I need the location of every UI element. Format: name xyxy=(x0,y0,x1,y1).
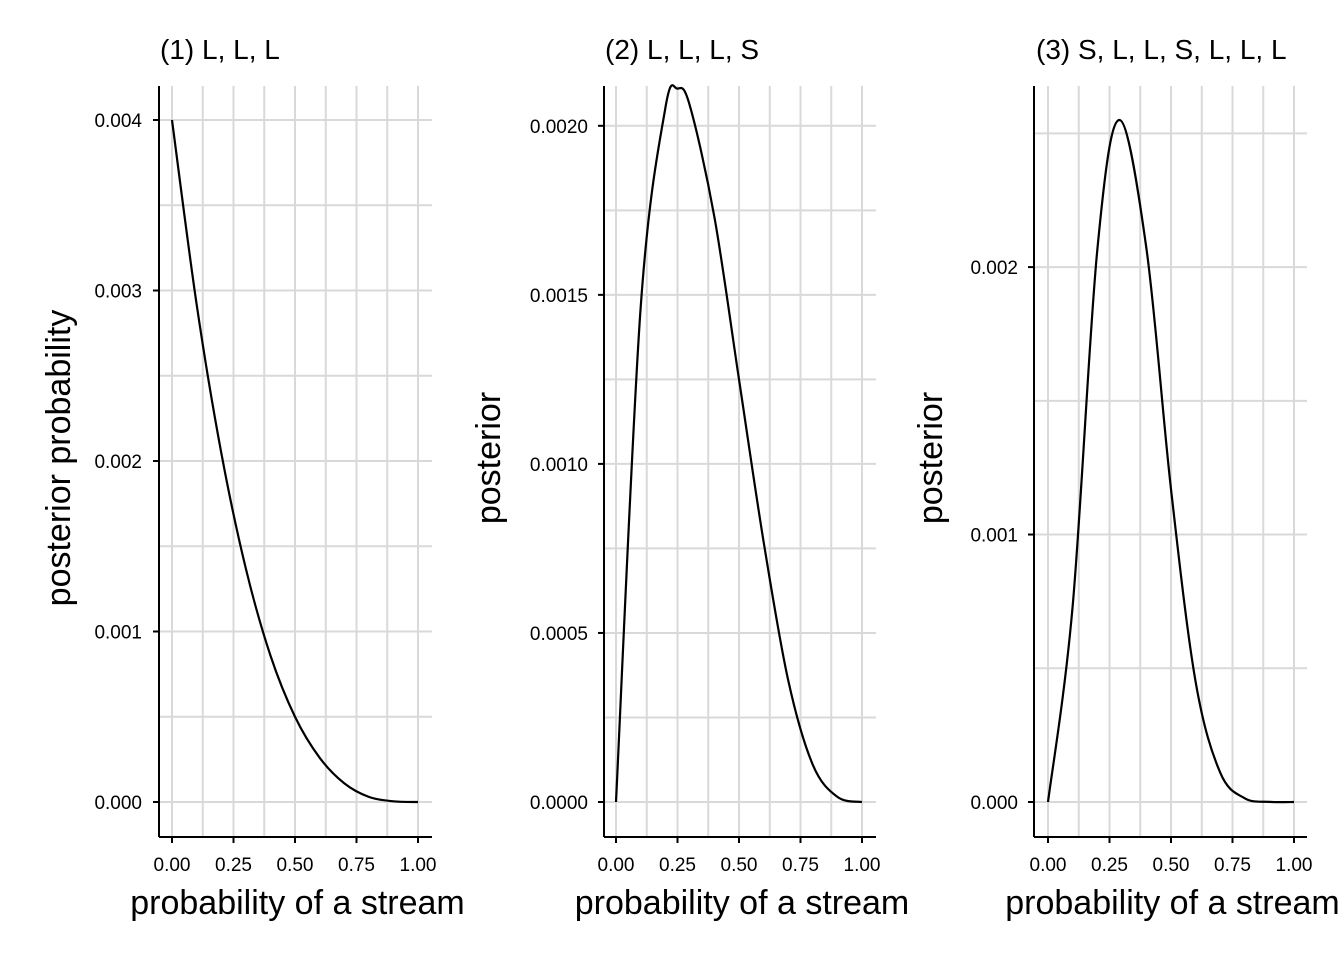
x-tick-label: 0.50 xyxy=(721,855,758,876)
chart-panel-1: 0.00 0.25 0.50 0.75 1.00 0.000 0.001 0.002 0.003… xyxy=(40,34,465,922)
x-tick-label: 0.00 xyxy=(598,855,635,876)
x-tick-label: 1.00 xyxy=(1276,855,1313,876)
panel-title: (1) L, L, L xyxy=(160,34,280,65)
posterior-curve xyxy=(170,119,419,804)
x-tick-label: 0.75 xyxy=(338,855,375,876)
y-tick-label: 0.000 xyxy=(970,793,1018,814)
y-tick-label: 0.002 xyxy=(970,258,1018,279)
x-tick-label: 0.25 xyxy=(1091,855,1128,876)
panel-title: (2) L, L, L, S xyxy=(605,34,759,65)
x-axis-title: probability of a stream xyxy=(575,884,910,922)
x-tick-label: 1.00 xyxy=(844,855,881,876)
x-axis-title: probability of a stream xyxy=(1005,884,1340,922)
y-tick-label: 0.0020 xyxy=(530,117,588,138)
y-axis-title: posterior xyxy=(470,392,508,524)
y-tick-label: 0.0015 xyxy=(530,286,588,307)
y-tick-label: 0.0010 xyxy=(530,455,588,476)
posterior-curve xyxy=(614,84,863,804)
y-tick-label: 0.001 xyxy=(970,526,1018,547)
x-tick-label: 0.50 xyxy=(1153,855,1190,876)
chart-panel-3: 0.00 0.25 0.50 0.75 1.00 0.000 0.001 0.002 (3) S… xyxy=(912,34,1340,922)
y-tick-label: 0.000 xyxy=(94,793,142,814)
posterior-curve xyxy=(1046,118,1295,804)
x-tick-label: 0.00 xyxy=(154,855,191,876)
x-tick-label: 1.00 xyxy=(400,855,437,876)
y-tick-label: 0.0005 xyxy=(530,624,588,645)
x-tick-label: 0.25 xyxy=(659,855,696,876)
y-tick-label: 0.001 xyxy=(94,623,142,644)
x-tick-label: 0.75 xyxy=(782,855,819,876)
x-tick-label: 0.75 xyxy=(1214,855,1251,876)
y-tick-label: 0.002 xyxy=(94,452,142,473)
y-axis-title: posterior xyxy=(912,392,950,524)
panel-title: (3) S, L, L, S, L, L, L xyxy=(1036,34,1287,65)
x-tick-label: 0.25 xyxy=(215,855,252,876)
y-tick-label: 0.004 xyxy=(94,111,142,132)
x-tick-label: 0.00 xyxy=(1030,855,1067,876)
x-tick-label: 0.50 xyxy=(277,855,314,876)
y-axis-title: posterior probability xyxy=(40,310,78,607)
y-tick-label: 0.003 xyxy=(94,282,142,303)
chart-panel-2: 0.00 0.25 0.50 0.75 1.00 0.0000 0.0005 0.0010 0.… xyxy=(470,34,909,922)
x-axis-title: probability of a stream xyxy=(130,884,465,922)
y-tick-label: 0.0000 xyxy=(530,793,588,814)
